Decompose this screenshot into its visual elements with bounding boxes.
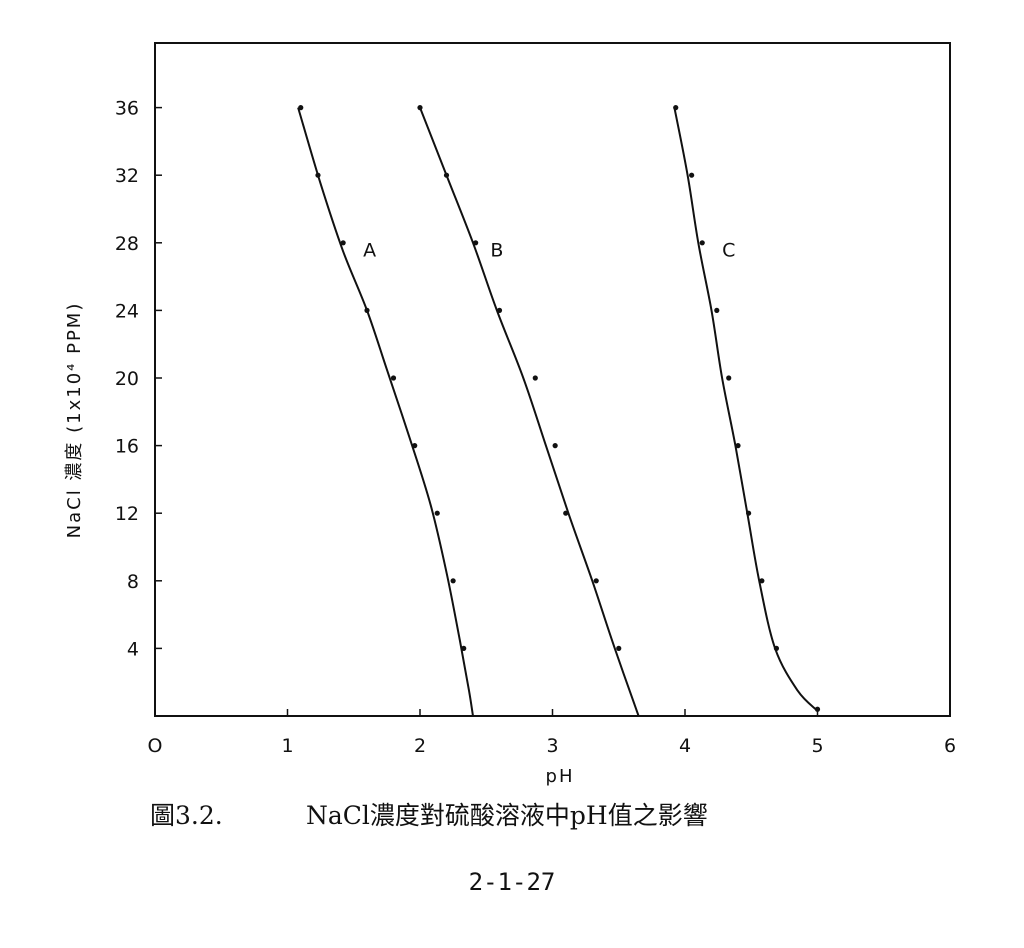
series-curve-b: [419, 107, 640, 717]
x-tick-label: 6: [944, 735, 956, 757]
data-point-b: [563, 510, 569, 516]
data-point-c: [814, 706, 821, 712]
series-curve-c: [673, 107, 819, 712]
y-tick-label: 20: [115, 368, 139, 390]
data-point-a: [412, 443, 418, 449]
data-point-a: [340, 240, 346, 246]
series-label-c: C: [722, 239, 735, 261]
figure-caption-text: NaCl濃度對硫酸溶液中pH值之影響: [306, 801, 708, 830]
data-point-a: [450, 578, 456, 584]
data-point-c: [759, 578, 765, 584]
y-tick-label: 28: [115, 233, 139, 255]
x-tick-label: 4: [679, 735, 691, 757]
data-point-b: [473, 240, 479, 246]
y-tick-label: 8: [127, 571, 139, 593]
data-points: [298, 105, 821, 712]
series-curve-a: [297, 107, 474, 717]
y-tick-label: 24: [115, 300, 139, 322]
series-label-b: B: [490, 239, 503, 261]
data-point-b: [417, 105, 423, 111]
y-tick-label: 36: [115, 98, 139, 120]
x-tick-label: 2: [414, 735, 426, 757]
x-tick-label: 3: [546, 735, 558, 757]
data-point-a: [390, 375, 397, 381]
data-point-b: [552, 443, 558, 449]
data-point-a: [434, 510, 440, 516]
data-point-b: [496, 307, 503, 313]
series-label-a: A: [363, 239, 376, 261]
data-point-c: [689, 172, 695, 178]
data-point-b: [532, 375, 538, 381]
data-point-a: [461, 645, 467, 652]
data-point-c: [714, 307, 720, 313]
figure-number: 圖3.2.: [150, 801, 223, 830]
y-tick-label: 16: [115, 436, 139, 458]
x-tick-label: 5: [811, 735, 823, 757]
data-point-c: [773, 645, 780, 652]
y-axis-title: NaCl 濃度 (1x10⁴ PPM): [64, 302, 85, 539]
x-axis-title: pH: [546, 766, 575, 787]
data-point-c: [699, 240, 705, 246]
data-point-c: [726, 375, 732, 381]
plot-frame: [154, 42, 951, 717]
y-tick-label: 4: [127, 638, 139, 660]
page-number: 2-1-27: [468, 868, 556, 896]
data-point-c: [673, 105, 679, 111]
data-point-a: [298, 105, 304, 111]
series-labels: A B C: [363, 239, 735, 261]
data-point-a: [364, 307, 370, 313]
data-point-a: [315, 172, 321, 178]
y-axis-ticks: 4 8 12 16 20 24 28 32 36: [115, 98, 162, 660]
figure-caption: 圖3.2. NaCl濃度對硫酸溶液中pH值之影響: [150, 796, 708, 832]
data-point-b: [616, 645, 622, 652]
data-point-b: [443, 172, 450, 178]
y-tick-label: 12: [115, 503, 139, 525]
x-tick-label: 1: [281, 735, 293, 757]
series-curves: [297, 107, 819, 717]
data-point-b: [593, 578, 599, 584]
y-tick-label: 32: [115, 165, 139, 187]
data-point-c: [735, 443, 741, 449]
x-axis-ticks: O 1 2 3 4 5 6: [148, 709, 956, 757]
data-point-c: [746, 510, 752, 516]
x-tick-label: O: [148, 735, 163, 757]
